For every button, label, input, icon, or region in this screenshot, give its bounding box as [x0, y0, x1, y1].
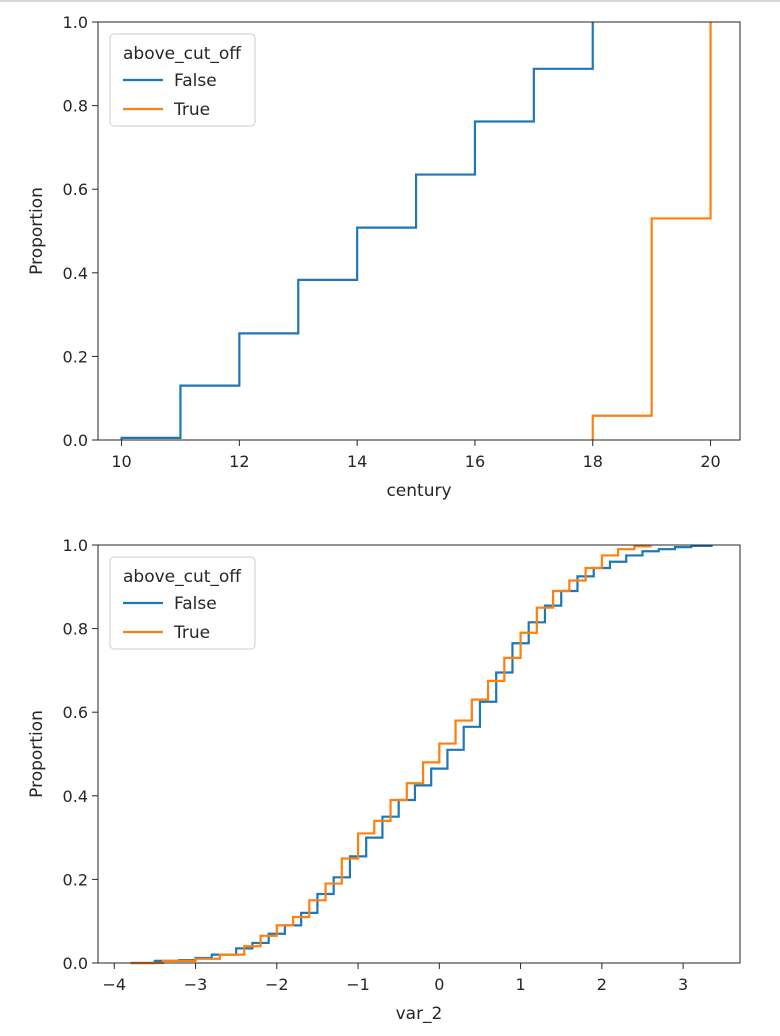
plot-frame — [97, 21, 741, 441]
x-axis-label: century — [386, 481, 451, 501]
y-tick-label: 0.0 — [63, 431, 88, 450]
x-tick-label: 1 — [515, 975, 525, 994]
x-tick-label: 16 — [465, 452, 485, 471]
legend-entry-false: False — [174, 594, 217, 614]
y-tick-label: 1.0 — [63, 13, 88, 32]
x-axis-label: var_2 — [396, 1004, 443, 1024]
x-tick-label: 10 — [111, 452, 131, 471]
y-tick-label: 0.2 — [63, 870, 88, 889]
x-tick-label: 3 — [678, 975, 688, 994]
x-tick-label: 18 — [583, 452, 603, 471]
x-tick-label: 2 — [597, 975, 607, 994]
y-tick-label: 0.8 — [63, 620, 88, 639]
y-tick-label: 0.4 — [63, 264, 88, 283]
legend-entry-false: False — [174, 71, 217, 91]
x-tick-label: −3 — [184, 975, 208, 994]
y-tick-label: 0.6 — [63, 703, 88, 722]
y-axis-label: Proportion — [27, 187, 47, 275]
x-tick-label: 0 — [434, 975, 444, 994]
legend-box — [109, 556, 256, 650]
y-tick-label: 0.6 — [63, 180, 88, 199]
x-tick-label: −2 — [265, 975, 289, 994]
x-tick-label: −1 — [346, 975, 370, 994]
y-axis-label: Proportion — [27, 710, 47, 798]
ecdf-line-true — [130, 545, 652, 965]
ecdf-line-false — [120, 22, 594, 440]
legend-title: above_cut_off — [123, 44, 242, 64]
y-tick-label: 0.8 — [63, 97, 88, 116]
y-tick-label: 0.0 — [63, 954, 88, 973]
legend-box — [109, 33, 256, 127]
ecdf-chart-century: 0.0 0.2 0.4 0.6 0.8 1.0 10 12 14 16 18 20 century Pro… — [27, 13, 741, 501]
legend-entry-true: True — [173, 623, 210, 643]
top-divider — [0, 0, 780, 2]
y-tick-label: 0.2 — [63, 347, 88, 366]
plot-frame — [97, 544, 741, 964]
legend: above_cut_off False True — [109, 556, 256, 650]
x-tick-label: 14 — [347, 452, 367, 471]
x-tick-label: 12 — [229, 452, 249, 471]
ecdf-line-true — [591, 22, 712, 440]
y-tick-label: 0.4 — [63, 787, 88, 806]
ecdf-chart-var-2: 0.0 0.2 0.4 0.6 0.8 1.0 −4 −3 −2 −1 0 1 2 3 var_2 Propo… — [27, 536, 741, 1024]
y-tick-label: 1.0 — [63, 536, 88, 555]
x-tick-label: −4 — [102, 975, 126, 994]
x-tick-label: 20 — [700, 452, 720, 471]
legend-entry-true: True — [173, 100, 210, 120]
legend: above_cut_off False True — [109, 33, 256, 127]
legend-title: above_cut_off — [123, 567, 242, 587]
